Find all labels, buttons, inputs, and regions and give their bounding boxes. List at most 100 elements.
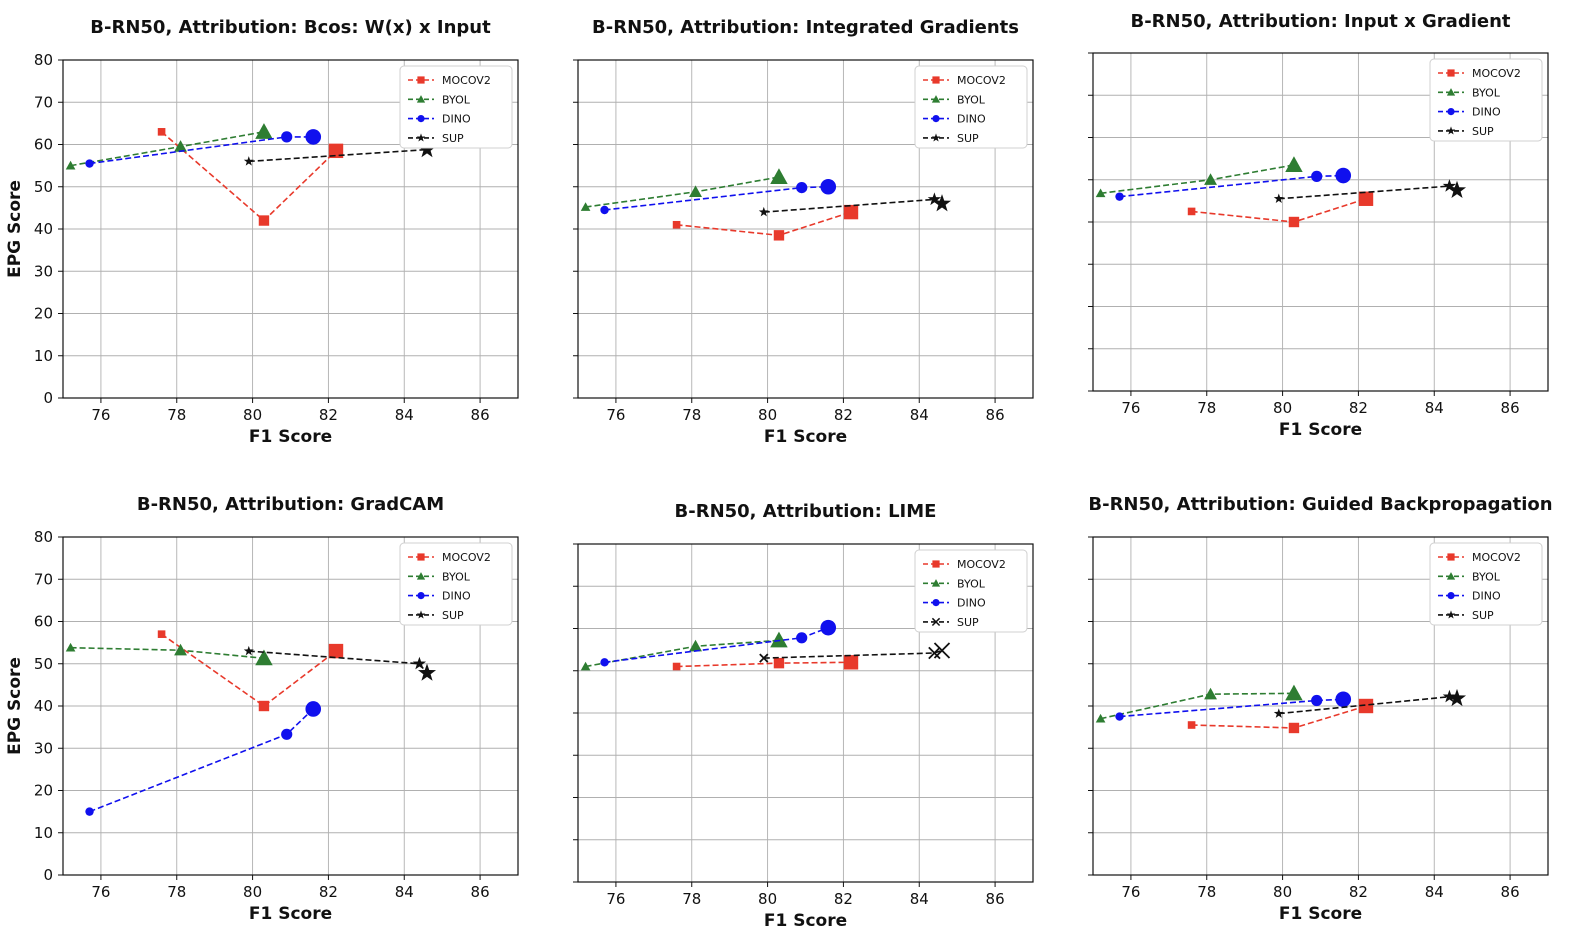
legend-marker	[1447, 69, 1455, 77]
x-axis-label: F1 Score	[764, 911, 847, 931]
data-point-byol	[580, 202, 591, 211]
chart-title: B-RN50, Attribution: Input x Gradient	[1130, 11, 1510, 32]
x-tick-label: 76	[91, 406, 110, 424]
x-tick-label: 84	[910, 406, 929, 424]
x-axis-label: F1 Score	[249, 904, 332, 924]
data-point-byol	[65, 642, 76, 652]
data-point-mocov2	[1358, 698, 1374, 714]
data-point-sup	[932, 194, 952, 212]
data-point-sup	[243, 156, 254, 166]
legend-marker	[1447, 592, 1455, 600]
series-line-mocov2	[161, 633, 337, 707]
legend-marker	[931, 617, 941, 627]
plot-frame	[577, 543, 1034, 883]
x-tick-label: 82	[834, 890, 853, 908]
data-point-sup	[1447, 688, 1467, 707]
plot-frame	[1092, 536, 1549, 876]
legend-label: BYOL	[1472, 86, 1501, 99]
legend-box	[1429, 542, 1543, 626]
data-point-mocov2	[157, 128, 166, 136]
x-tick-label: 76	[606, 406, 625, 424]
data-point-mocov2	[1187, 721, 1196, 729]
data-point-dino	[600, 658, 609, 667]
legend-marker	[932, 560, 940, 568]
legend-marker	[416, 610, 426, 619]
plot-frame	[1092, 52, 1549, 392]
y-tick-label: 80	[34, 51, 53, 69]
legend-box	[914, 549, 1028, 633]
data-point-mocov2	[258, 215, 270, 226]
y-tick-label: 50	[34, 178, 53, 196]
legend-marker	[1447, 553, 1455, 561]
legend-box	[399, 65, 513, 149]
series-line-dino	[1119, 698, 1344, 718]
data-point-sup	[243, 645, 254, 656]
legend-marker	[417, 76, 425, 84]
legend-marker	[931, 95, 941, 103]
chart-title: B-RN50, Attribution: LIME	[675, 501, 937, 522]
subplot: B-RN50, Attribution: Guided Backpropagat…	[1088, 494, 1553, 924]
y-tick-label: 70	[34, 93, 53, 111]
chart-title: B-RN50, Attribution: Guided Backpropagat…	[1088, 494, 1552, 515]
legend: MOCOV2 BYOL DINO SUP	[399, 542, 513, 626]
data-point-dino	[85, 807, 94, 816]
x-axis-label: F1 Score	[249, 427, 332, 447]
chart-title: B-RN50, Attribution: GradCAM	[137, 494, 444, 515]
y-axis-label: EPG Score	[5, 657, 25, 755]
data-point-dino	[1335, 691, 1352, 708]
data-point-byol	[174, 643, 187, 656]
data-point-dino	[1311, 694, 1323, 707]
legend: MOCOV2 BYOL DINO SUP	[399, 65, 513, 149]
data-point-byol	[1204, 173, 1217, 185]
legend: MOCOV2 BYOL DINO SUP	[1429, 542, 1543, 626]
subplot: B-RN50, Attribution: LIME 76 78 80 82 84 86 F1 …	[573, 501, 1034, 931]
legend-label: SUP	[1472, 609, 1494, 622]
legend-label: BYOL	[957, 93, 986, 106]
x-tick-label: 82	[319, 883, 338, 901]
data-point-mocov2	[258, 700, 270, 712]
data-point-byol	[65, 160, 76, 170]
data-point-dino	[820, 178, 837, 195]
data-point-byol	[689, 639, 702, 652]
legend-label: MOCOV2	[1472, 67, 1521, 80]
series-line-sup	[248, 148, 428, 163]
x-tick-label: 78	[682, 406, 701, 424]
legend-label: MOCOV2	[957, 74, 1006, 87]
x-tick-label: 84	[395, 406, 414, 424]
data-point-mocov2	[1358, 191, 1374, 206]
legend-marker	[1446, 610, 1456, 619]
data-point-mocov2	[328, 143, 344, 159]
subplot: B-RN50, Attribution: Bcos: W(x) x Input 7…	[5, 17, 519, 447]
legend-marker	[417, 115, 425, 123]
legend-marker	[1447, 108, 1455, 116]
subplot: B-RN50, Attribution: GradCAM 76 78 80 82 84 86…	[5, 494, 519, 924]
data-point-sup	[1442, 179, 1457, 192]
legend-box	[399, 542, 513, 626]
legend-label: DINO	[442, 590, 471, 603]
data-point-byol	[1285, 684, 1303, 701]
data-point-byol	[580, 661, 591, 671]
subplot: B-RN50, Attribution: Input x Gradient 76 7…	[1088, 11, 1549, 440]
x-tick-label: 80	[243, 883, 262, 901]
data-point-mocov2	[843, 204, 859, 220]
data-point-dino	[281, 728, 293, 740]
data-point-dino	[796, 181, 808, 194]
x-tick-label: 82	[1349, 399, 1368, 417]
x-tick-label: 82	[834, 406, 853, 424]
legend-marker	[1446, 126, 1456, 135]
legend-label: BYOL	[442, 570, 471, 583]
data-point-byol	[1095, 713, 1106, 723]
x-axis-label: F1 Score	[1279, 904, 1362, 924]
legend-marker	[932, 115, 940, 123]
data-point-mocov2	[672, 220, 681, 229]
x-tick-label: 80	[1273, 399, 1292, 417]
y-tick-label: 50	[34, 655, 53, 673]
data-point-sup	[759, 653, 769, 663]
chart-title: B-RN50, Attribution: Integrated Gradient…	[592, 17, 1019, 38]
data-point-dino	[600, 205, 609, 215]
legend-label: MOCOV2	[957, 558, 1006, 571]
data-point-dino	[305, 701, 322, 717]
legend: MOCOV2 BYOL DINO SUP	[1429, 58, 1543, 142]
x-tick-label: 78	[1197, 399, 1216, 417]
legend: MOCOV2 BYOL DINO SUP	[914, 65, 1028, 149]
